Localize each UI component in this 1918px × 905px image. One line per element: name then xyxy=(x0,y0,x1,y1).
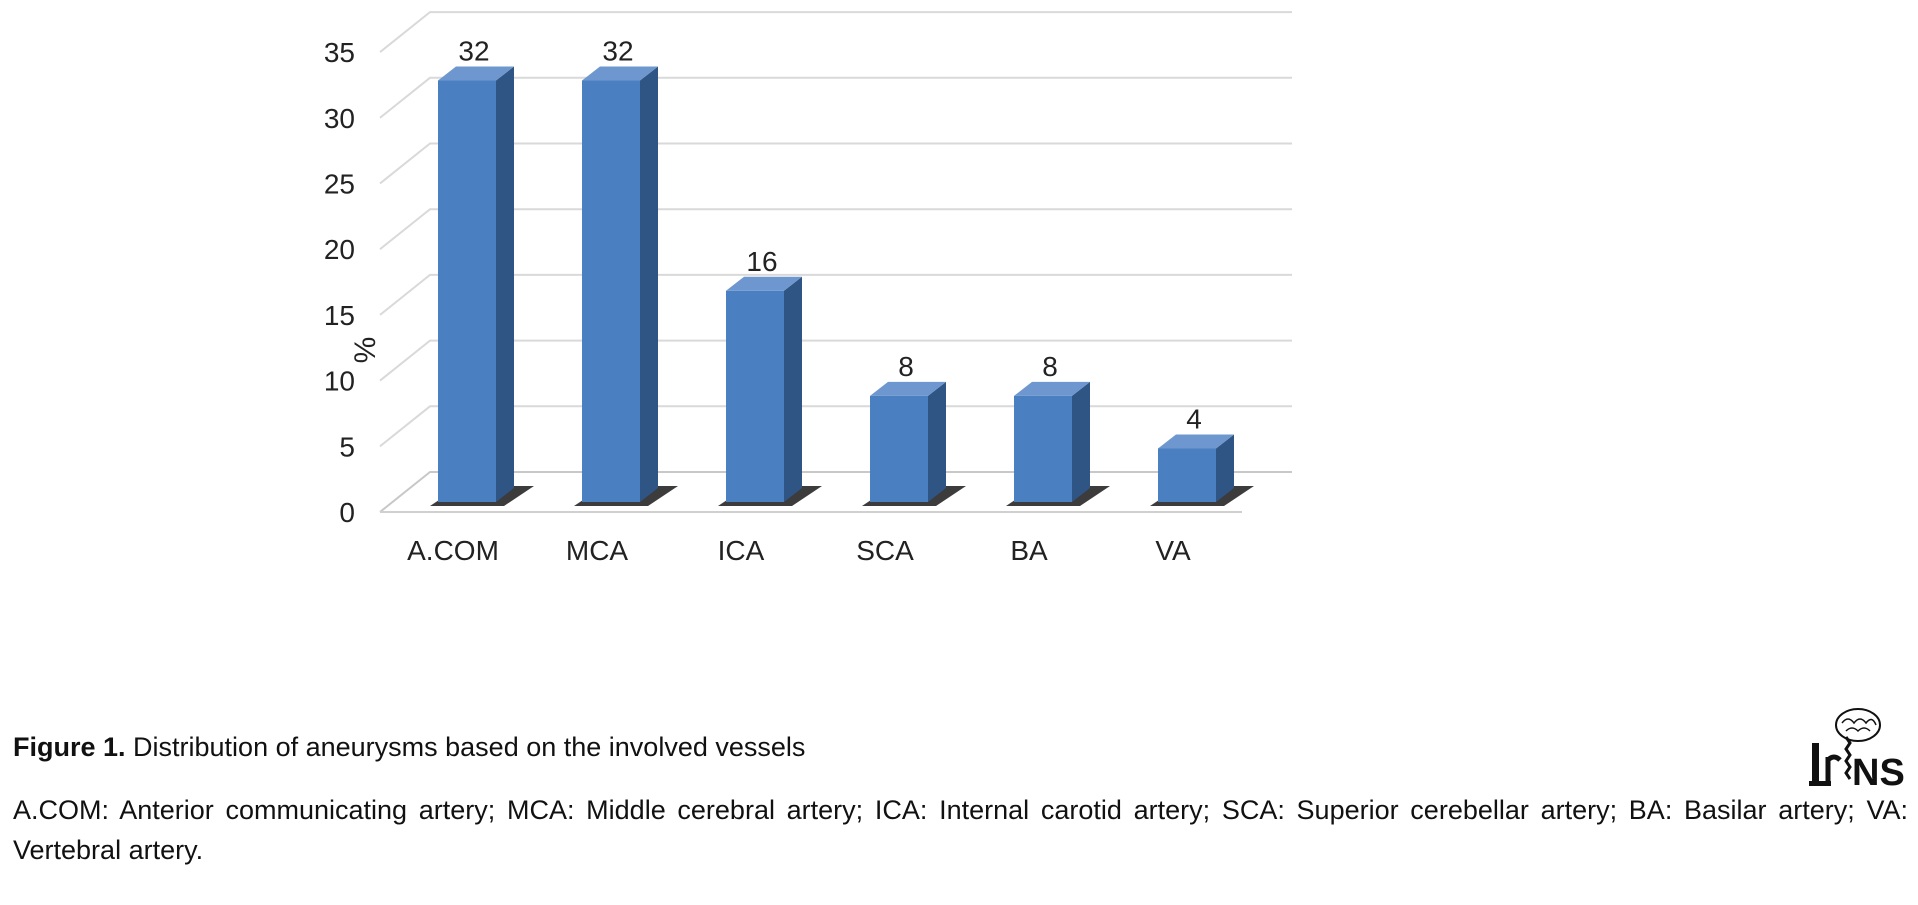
data-label: 4 xyxy=(1186,403,1202,434)
bar xyxy=(1158,448,1216,502)
bar-side xyxy=(928,381,946,502)
y-axis-label: % xyxy=(349,337,382,364)
bar-side xyxy=(640,66,658,503)
chart-text: 0 5 10 15 20 25 30 35 32 A.COM 32 MCA 16 ICA 8 SCA 8 BA 4 V… xyxy=(324,36,1202,566)
gridline xyxy=(379,339,1292,382)
data-label: 32 xyxy=(458,36,489,67)
bar-top xyxy=(726,276,802,291)
y-tick-label: 20 xyxy=(324,234,355,265)
bar-side xyxy=(496,66,514,503)
data-label: 8 xyxy=(1042,351,1058,382)
y-tick-label: 35 xyxy=(324,37,355,68)
x-tick-label: A.COM xyxy=(407,535,499,566)
brain-spine-logo-icon: NS xyxy=(1809,708,1905,794)
x-tick-label: MCA xyxy=(566,535,629,566)
bars xyxy=(430,66,1254,506)
gridline xyxy=(379,405,1292,448)
bar-top xyxy=(1158,434,1234,449)
y-tick-label: 15 xyxy=(324,300,355,331)
bar-top xyxy=(438,66,514,81)
x-tick-label: SCA xyxy=(856,535,914,566)
bar xyxy=(1014,395,1072,502)
gridline xyxy=(379,11,1292,53)
figure-label: Figure 1. xyxy=(13,732,126,762)
y-tick-label: 5 xyxy=(339,431,355,462)
figure-caption-text: Distribution of aneurysms based on the i… xyxy=(125,732,806,762)
svg-text:NS: NS xyxy=(1852,752,1905,790)
bar-side xyxy=(1072,381,1090,502)
data-label: 16 xyxy=(746,246,777,277)
journal-logo: NS xyxy=(1800,705,1910,795)
bar-top xyxy=(870,381,946,396)
bar xyxy=(582,80,640,503)
x-tick-label: ICA xyxy=(718,535,765,566)
grid-lines xyxy=(379,11,1292,513)
gridline xyxy=(379,208,1292,250)
gridline xyxy=(379,142,1292,185)
y-tick-label: 0 xyxy=(339,497,355,528)
gridline xyxy=(379,471,1292,513)
figure-caption: Figure 1. Distribution of aneurysms base… xyxy=(13,732,805,763)
x-tick-label: VA xyxy=(1155,535,1191,566)
gridline xyxy=(379,76,1292,119)
gridline xyxy=(379,273,1292,316)
y-tick-label: 30 xyxy=(324,103,355,134)
bar-side xyxy=(784,276,802,502)
data-label: 8 xyxy=(898,351,914,382)
figure-footnote: A.COM: Anterior communicating artery; MC… xyxy=(13,795,1908,865)
bar-top xyxy=(582,66,658,81)
bar-chart: 0 5 10 15 20 25 30 35 32 A.COM 32 MCA 16 ICA 8 SCA 8 BA 4 V… xyxy=(324,11,1292,566)
bar-top xyxy=(1014,381,1090,396)
bar xyxy=(438,80,496,503)
y-tick-label: 25 xyxy=(324,169,355,200)
bar xyxy=(726,290,784,502)
data-label: 32 xyxy=(602,36,633,67)
bar-side xyxy=(1216,434,1234,502)
bar xyxy=(870,395,928,502)
x-tick-label: BA xyxy=(1010,535,1048,566)
y-tick-label: 10 xyxy=(324,366,355,397)
